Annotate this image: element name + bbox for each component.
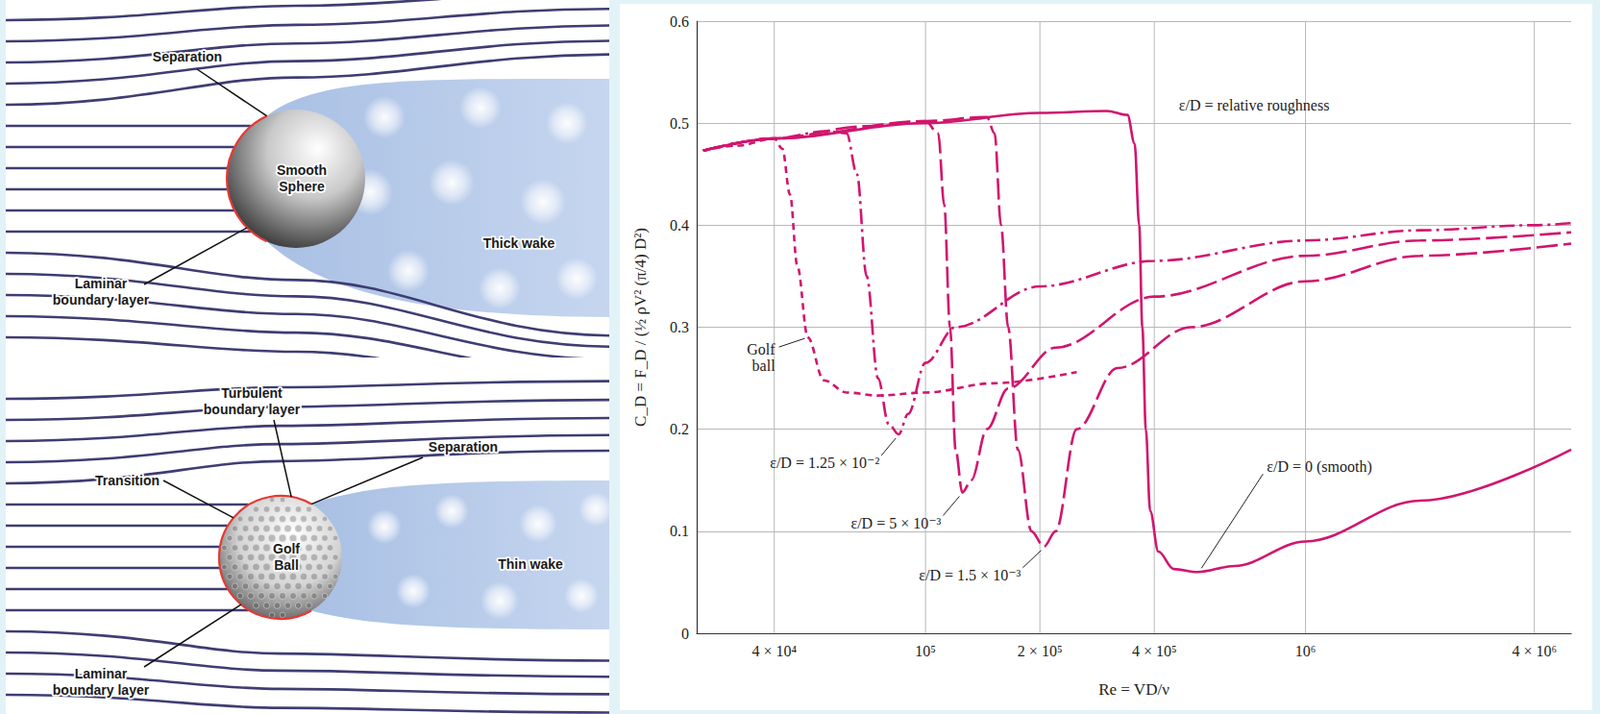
- svg-text:C_D = F_D / (½ ρV² (π/4) D²): C_D = F_D / (½ ρV² (π/4) D²): [631, 227, 650, 427]
- svg-text:boundary layer: boundary layer: [52, 682, 150, 698]
- svg-text:4 × 10⁵: 4 × 10⁵: [1132, 642, 1178, 660]
- svg-text:Thin wake: Thin wake: [497, 556, 564, 572]
- svg-text:ε/D = 5 × 10⁻³: ε/D = 5 × 10⁻³: [850, 515, 941, 532]
- svg-text:Golf: Golf: [272, 541, 300, 557]
- svg-text:ε/D = 1.5 × 10⁻³: ε/D = 1.5 × 10⁻³: [918, 566, 1021, 584]
- svg-text:4 × 10⁴: 4 × 10⁴: [751, 642, 797, 660]
- svg-text:Re = VD/ν: Re = VD/ν: [1098, 680, 1170, 699]
- svg-text:Laminar: Laminar: [74, 665, 128, 682]
- svg-text:0.6: 0.6: [669, 13, 690, 30]
- svg-text:0.3: 0.3: [669, 319, 690, 336]
- svg-text:Transition: Transition: [95, 472, 160, 489]
- svg-text:0.2: 0.2: [669, 420, 690, 438]
- svg-text:0.1: 0.1: [669, 522, 690, 540]
- svg-text:Laminar: Laminar: [74, 275, 128, 292]
- svg-text:Separation: Separation: [152, 49, 222, 65]
- svg-text:Separation: Separation: [428, 439, 498, 455]
- svg-text:boundary layer: boundary layer: [52, 292, 150, 308]
- svg-text:ε/D = 1.25 × 10⁻²: ε/D = 1.25 × 10⁻²: [769, 454, 880, 471]
- svg-text:ε/D = relative roughness: ε/D = relative roughness: [1179, 97, 1330, 115]
- svg-text:Smooth: Smooth: [276, 162, 327, 178]
- svg-text:boundary layer: boundary layer: [203, 401, 301, 418]
- svg-text:Ball: Ball: [273, 557, 299, 573]
- svg-text:10⁶: 10⁶: [1295, 642, 1317, 660]
- svg-text:4 × 10⁶: 4 × 10⁶: [1511, 642, 1557, 660]
- svg-text:Golf: Golf: [746, 341, 776, 358]
- svg-text:0: 0: [681, 625, 690, 642]
- svg-text:ball: ball: [752, 357, 777, 374]
- svg-text:2 × 10⁵: 2 × 10⁵: [1017, 642, 1063, 660]
- svg-text:Thick wake: Thick wake: [483, 235, 556, 251]
- svg-text:ε/D = 0 (smooth): ε/D = 0 (smooth): [1266, 458, 1373, 476]
- svg-text:Turbulent: Turbulent: [221, 385, 283, 401]
- svg-text:Sphere: Sphere: [278, 178, 325, 195]
- svg-text:10⁵: 10⁵: [914, 642, 936, 660]
- svg-text:0.4: 0.4: [669, 217, 690, 234]
- svg-text:0.5: 0.5: [669, 115, 690, 132]
